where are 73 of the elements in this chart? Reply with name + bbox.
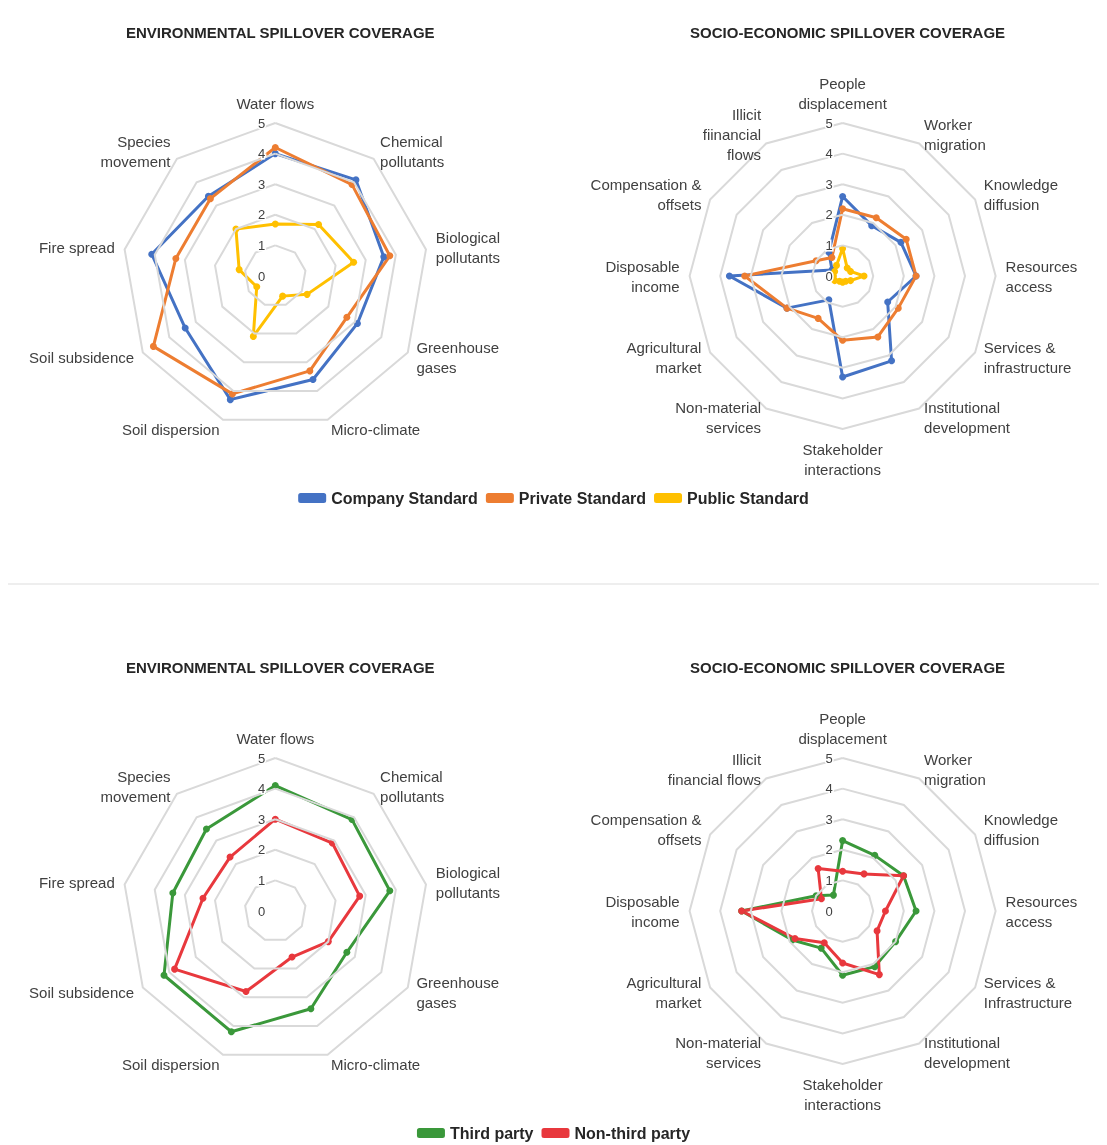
spoke-label: People displacement [798, 74, 888, 112]
spoke-label: Water flows [236, 94, 315, 112]
spoke-label: Knowledge diffusion [983, 811, 1059, 848]
spoke-label: Fire spread [38, 239, 115, 257]
y-tick-label: 1 [258, 872, 266, 888]
spoke-label: Soil subsidence [29, 984, 135, 1001]
spoke-label: Stakeholder interactions [802, 440, 883, 478]
spoke-label: Water flows [236, 729, 315, 747]
y-tick-label: 2 [258, 842, 266, 858]
spoke-label: Illicit financial flows [667, 751, 762, 789]
y-tick-label: 2 [825, 842, 833, 858]
spoke-label: Resources access [1005, 892, 1078, 930]
spoke-label: Disposable income [605, 257, 680, 295]
y-tick-label: 0 [258, 903, 266, 919]
spoke-label: Disposable income [605, 892, 680, 930]
spoke-label: Micro-climate [331, 420, 421, 438]
y-tick-label: 3 [258, 176, 266, 192]
spoke-label: Illicit fiinancial flows [702, 106, 762, 164]
spoke-label: Compensation & offsets [590, 811, 702, 848]
y-tick-label: 3 [258, 811, 266, 827]
spoke-label: Biological pollutants [435, 229, 501, 267]
y-tick-label: 3 [825, 811, 833, 827]
y-tick-label: 5 [258, 115, 266, 131]
spoke-label: People displacement [798, 709, 888, 747]
y-tick-label: 5 [258, 750, 266, 766]
y-tick-label: 1 [825, 872, 833, 888]
spoke-label: Agricultural market [626, 339, 703, 376]
y-tick-label: 3 [825, 176, 833, 192]
chart-title: SOCIO-ECONOMIC SPILLOVER COVERAGE [690, 659, 1006, 676]
y-tick-label: 0 [258, 268, 266, 284]
spoke-label: Soil dispersion [121, 1055, 220, 1073]
legend-label: Company Standard [331, 489, 478, 507]
y-tick-label: 0 [825, 903, 833, 919]
spoke-label: Micro-climate [331, 1055, 421, 1073]
spoke-label: Soil dispersion [121, 420, 220, 438]
y-tick-label: 4 [825, 781, 833, 797]
chart-title: SOCIO-ECONOMIC SPILLOVER COVERAGE [690, 24, 1006, 41]
y-tick-label: 4 [258, 781, 266, 797]
y-tick-label: 2 [258, 207, 266, 223]
spoke-label: Services & Infrastructure [983, 974, 1073, 1011]
spoke-label: Agricultural market [626, 974, 703, 1011]
chart-title: ENVIRONMENTAL SPILLOVER COVERAGE [125, 659, 435, 676]
spoke-label: Greenhouse gases [416, 339, 500, 376]
spoke-label: Species movement [100, 767, 172, 805]
y-tick-label: 1 [825, 237, 833, 253]
spoke-label: Non-material services [675, 398, 762, 436]
spoke-label: Institutional development [924, 1033, 1011, 1071]
spoke-label: Chemical pollutants [380, 132, 445, 170]
spoke-label: Worker migration [924, 751, 986, 789]
y-tick-label: 5 [825, 750, 833, 766]
spoke-label: Institutional development [924, 398, 1011, 436]
chart-title: ENVIRONMENTAL SPILLOVER COVERAGE [125, 24, 435, 41]
legend-label: Non-third party [574, 1124, 691, 1142]
spoke-label: Compensation & offsets [590, 176, 702, 213]
y-tick-label: 2 [825, 207, 833, 223]
spoke-label: Species movement [100, 132, 172, 170]
legend-label: Private Standard [518, 489, 647, 507]
spoke-label: Services & infrastructure [983, 339, 1072, 376]
spoke-label: Biological pollutants [435, 864, 501, 902]
spoke-label: Resources access [1005, 257, 1078, 295]
spoke-label: Worker migration [924, 116, 986, 154]
y-tick-label: 4 [825, 146, 833, 162]
y-tick-label: 1 [258, 237, 266, 253]
spoke-label: Fire spread [38, 874, 115, 892]
legend-label: Public Standard [687, 489, 809, 507]
spoke-label: Chemical pollutants [380, 767, 445, 805]
spoke-label: Greenhouse gases [416, 974, 500, 1011]
legend-label: Third party [449, 1124, 534, 1142]
spoke-label: Stakeholder interactions [802, 1075, 883, 1113]
spoke-label: Knowledge diffusion [983, 176, 1059, 213]
spoke-label: Soil subsidence [29, 349, 135, 366]
y-tick-label: 5 [825, 115, 833, 131]
spoke-label: Non-material services [675, 1033, 762, 1071]
